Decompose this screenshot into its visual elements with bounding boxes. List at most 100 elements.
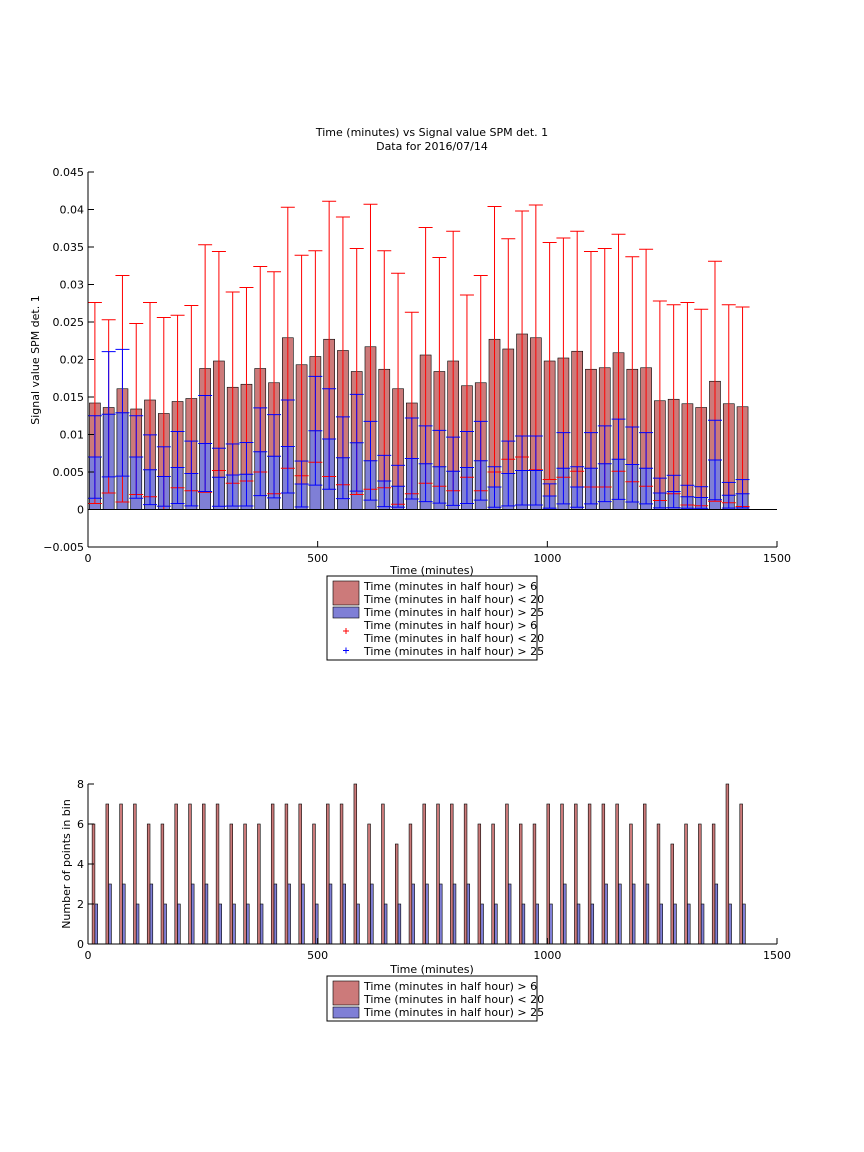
legend-box: [326, 975, 538, 1022]
x-tick-label: 1500: [763, 552, 791, 565]
bar: [91, 823, 96, 945]
y-tick-label: 0.025: [53, 316, 85, 329]
bar: [576, 903, 581, 945]
chart-title: Time (minutes) vs Signal value SPM det. …: [315, 126, 548, 139]
x-tick-label: 1000: [533, 949, 561, 962]
bar: [629, 823, 633, 945]
bar: [202, 803, 206, 945]
y-tick-label: 0.02: [60, 354, 85, 367]
bar: [229, 823, 233, 945]
bar: [257, 823, 261, 945]
bar: [604, 883, 608, 945]
y-axis-label: Number of points in bin: [60, 799, 73, 929]
x-axis-label: Time (minutes): [389, 564, 474, 577]
bar: [328, 883, 333, 945]
legend-box: [326, 575, 538, 661]
bar: [108, 883, 112, 945]
y-tick-label: 0.04: [60, 204, 85, 217]
bar: [408, 823, 413, 945]
bar: [94, 903, 98, 945]
bar: [356, 903, 360, 945]
bar: [270, 803, 275, 945]
bar: [728, 903, 732, 945]
bar: [298, 803, 302, 945]
bar: [535, 903, 539, 945]
y-tick-label: −0.005: [43, 541, 84, 554]
bar: [422, 803, 426, 945]
x-tick-label: 0: [85, 949, 92, 962]
y-tick-label: 0: [77, 938, 84, 951]
bar: [149, 883, 154, 945]
bar: [725, 783, 730, 945]
bar: [339, 803, 344, 945]
legend-swatch: [332, 1006, 360, 1019]
bar: [466, 883, 471, 945]
top-axes-group: 0 500 1000 1500−0.00500.0050.010.0150.020.0…: [43, 166, 791, 565]
bar: [507, 883, 512, 945]
bar: [519, 823, 523, 945]
bar: [122, 883, 126, 945]
bar: [656, 823, 661, 945]
bar: [191, 883, 195, 945]
bar: [425, 883, 429, 945]
y-tick-label: 0: [77, 504, 84, 517]
legend-swatch: [332, 606, 360, 619]
bar: [742, 903, 746, 945]
bar: [532, 823, 537, 945]
bar: [133, 803, 137, 945]
bar: [160, 823, 165, 945]
bar: [146, 823, 151, 945]
bar: [232, 903, 236, 945]
bar: [397, 903, 402, 945]
bar: [714, 883, 719, 945]
legend-label: Time (minutes in half hour) > 25: [363, 1006, 544, 1019]
legend-swatch: [332, 980, 360, 1006]
bar: [491, 823, 495, 945]
legend-label: Time (minutes in half hour) < 20: [363, 632, 544, 645]
bar: [645, 883, 650, 945]
bottom-bars-group: [91, 783, 746, 945]
bar: [574, 803, 578, 945]
bar: [177, 903, 181, 945]
y-tick-label: 0.045: [53, 166, 85, 179]
bar: [700, 903, 705, 945]
count-chart: 0 500 1000 1500 0 2 4 6 8 Time (minutes) Number …: [60, 778, 791, 976]
bar: [739, 803, 743, 945]
bar: [590, 903, 595, 945]
bar: [312, 823, 316, 945]
bar: [383, 903, 388, 945]
bar: [549, 903, 553, 945]
y-tick-label: 0.005: [53, 466, 85, 479]
y-tick-label: 6: [77, 818, 84, 831]
bar: [521, 903, 526, 945]
legend-label: Time (minutes in half hour) > 25: [363, 645, 544, 658]
signal-chart: Time (minutes) vs Signal value SPM det. …: [29, 126, 791, 577]
bar: [615, 803, 619, 945]
x-axis-label: Time (minutes): [389, 963, 474, 976]
bar: [273, 883, 278, 945]
bar: [105, 803, 109, 945]
x-tick-label: 1000: [533, 552, 561, 565]
bar: [505, 803, 509, 945]
bar: [381, 803, 385, 945]
y-axis-label: Signal value SPM det. 1: [29, 295, 42, 425]
bar: [643, 803, 647, 945]
bar: [563, 883, 567, 945]
bar: [587, 803, 592, 945]
bar: [301, 883, 305, 945]
bar: [439, 883, 443, 945]
x-tick-label: 1500: [763, 949, 791, 962]
bar: [659, 903, 663, 945]
y-tick-label: 0.035: [53, 241, 85, 254]
bar: [163, 903, 167, 945]
bar: [698, 823, 702, 945]
bar: [494, 903, 498, 945]
bar: [215, 803, 220, 945]
y-tick-label: 8: [77, 778, 84, 791]
x-tick-label: 500: [307, 552, 328, 565]
legend-label: Time (minutes in half hour) < 20: [363, 593, 544, 606]
bar: [287, 883, 291, 945]
bar: [218, 903, 222, 945]
